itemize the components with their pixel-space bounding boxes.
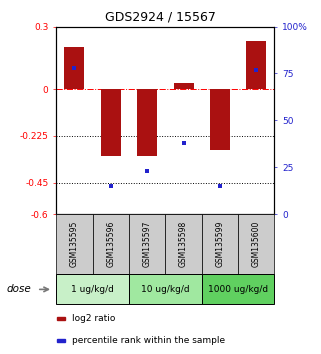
Bar xyxy=(56,274,129,304)
Text: GSM135595: GSM135595 xyxy=(70,221,79,268)
Text: GSM135600: GSM135600 xyxy=(252,221,261,268)
Bar xyxy=(202,214,238,274)
Bar xyxy=(129,274,202,304)
Bar xyxy=(101,89,121,156)
Bar xyxy=(56,214,92,274)
Text: GSM135597: GSM135597 xyxy=(143,221,152,268)
Bar xyxy=(165,214,202,274)
Bar xyxy=(92,214,129,274)
Text: 1 ug/kg/d: 1 ug/kg/d xyxy=(71,285,114,294)
Bar xyxy=(202,274,274,304)
Bar xyxy=(246,41,266,89)
Text: GSM135598: GSM135598 xyxy=(179,221,188,267)
Text: GSM135596: GSM135596 xyxy=(106,221,115,268)
Text: GDS2924 / 15567: GDS2924 / 15567 xyxy=(105,11,216,24)
Bar xyxy=(173,83,194,89)
Text: GSM135599: GSM135599 xyxy=(215,221,224,268)
Text: log2 ratio: log2 ratio xyxy=(72,314,115,323)
Text: 1000 ug/kg/d: 1000 ug/kg/d xyxy=(208,285,268,294)
Bar xyxy=(210,89,230,149)
Point xyxy=(254,67,259,73)
Point xyxy=(72,65,77,71)
Point xyxy=(181,140,186,146)
Bar xyxy=(56,339,65,342)
Point xyxy=(108,183,113,189)
Bar xyxy=(64,47,84,89)
Point xyxy=(217,183,222,189)
Bar xyxy=(238,214,274,274)
Text: percentile rank within the sample: percentile rank within the sample xyxy=(72,336,225,345)
Point xyxy=(144,168,150,174)
Text: 10 ug/kg/d: 10 ug/kg/d xyxy=(141,285,190,294)
Text: dose: dose xyxy=(6,284,31,295)
Bar xyxy=(129,214,165,274)
Bar xyxy=(137,89,157,156)
Bar xyxy=(56,317,65,320)
